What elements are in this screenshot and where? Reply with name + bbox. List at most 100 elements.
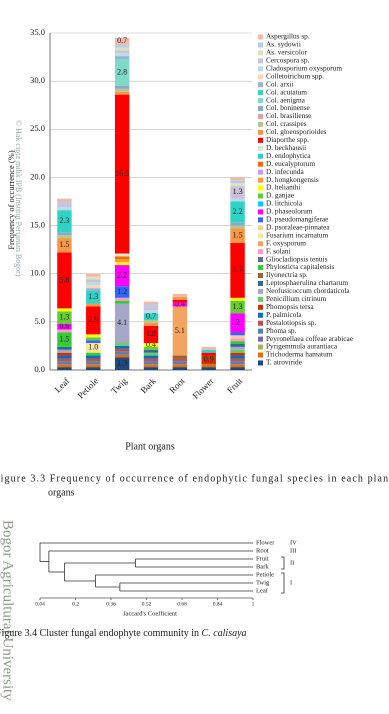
bar-segment: [114, 94, 130, 254]
caption-line: organs: [48, 487, 75, 498]
bar-segment: [86, 355, 101, 359]
legend-swatch: [258, 82, 263, 88]
bar-segment: [143, 322, 159, 326]
legend-swatch: [258, 201, 263, 207]
leaf-label: Leaf: [256, 587, 269, 594]
data-label: 5.7: [233, 265, 243, 274]
x-tick-label: Leaf: [53, 376, 72, 395]
legend-label: D. eucalyptorum: [266, 159, 315, 168]
legend-label: F. solani: [266, 246, 291, 255]
bar-segment: [114, 37, 130, 45]
watermark-university: Bogor Agricultural University: [0, 520, 16, 701]
legend-swatch: [258, 114, 263, 119]
legend-label: Phoma sp.: [266, 326, 297, 335]
bar-segment: [114, 50, 130, 54]
data-label: 1.3: [233, 302, 243, 311]
bar-segment: [57, 349, 72, 353]
bar-segment: [143, 361, 159, 365]
x-tick-label: 0.84: [213, 601, 223, 607]
legend-label: Peyronellaea coffeae arabicae: [266, 334, 353, 343]
legend-label: Penicillium citrinum: [266, 294, 327, 303]
bar-segment: [143, 367, 159, 370]
x-tick-label: 0.04: [35, 601, 45, 607]
legend-label: D. psoraleae-pinnatea: [266, 222, 330, 231]
bar-segment: [57, 346, 72, 350]
bar-segment: [57, 207, 72, 211]
legend-label: Neofusicoccum chordaticola: [266, 286, 350, 295]
bar-segment: [86, 334, 101, 338]
y-tick-label: 20.0: [30, 171, 45, 181]
bar-segment: [57, 308, 72, 312]
bar-segment: [143, 301, 159, 305]
bar-segment: [57, 198, 72, 202]
bar-segment: [114, 265, 130, 287]
bar-segment: [143, 352, 159, 356]
watermark-copyright: © Hak cipta milik IPB (Institut Pertania…: [14, 120, 23, 277]
bar-segment: [114, 91, 130, 95]
leaf-label: Twig: [256, 579, 270, 586]
data-label: 0.7: [117, 36, 127, 45]
bar-segment: [230, 222, 245, 226]
legend-swatch: [258, 360, 263, 366]
bar-segment: [201, 352, 216, 356]
bar-segment: [172, 306, 188, 356]
x-tick-label: 1: [252, 601, 255, 607]
bar-segment: [114, 351, 130, 355]
bar-segment: [172, 367, 188, 370]
bar-segment: [86, 343, 101, 353]
bar-segment: [172, 302, 188, 307]
legend-label: P. palmicola: [266, 310, 302, 319]
legend-label: D. endophytica: [266, 151, 311, 160]
legend-label: Colletotrichum spp.: [266, 71, 324, 80]
leaf-label: Fruit: [256, 555, 269, 562]
legend-swatch: [258, 129, 263, 135]
legend-swatch: [258, 98, 263, 104]
bar-segment: [57, 329, 72, 333]
legend-swatch: [258, 106, 263, 112]
bar-segment: [57, 361, 72, 365]
data-label: 1.8: [146, 329, 156, 338]
bar-segment: [230, 313, 245, 333]
legend-swatch: [258, 280, 263, 286]
bar-segment: [114, 53, 130, 57]
bar-segment: [57, 252, 72, 309]
bar-segment: [143, 313, 159, 320]
bar-segment: [114, 354, 130, 358]
legend-label: F. oxysporum: [266, 238, 306, 247]
bar-segment: [230, 183, 245, 187]
legend-swatch: [258, 241, 263, 247]
data-label: 5.1: [175, 326, 185, 335]
legend-label: Gliocladiopsis tenuis: [266, 254, 328, 263]
bar-segment: [57, 235, 72, 239]
legend-swatch: [258, 209, 263, 215]
legend-label: T. atroviride: [266, 358, 302, 367]
data-label: 1.2: [117, 287, 127, 296]
group-label: III: [290, 547, 297, 554]
bar-segment: [114, 300, 130, 304]
legend-label: D. pseudomangiferae: [266, 215, 328, 224]
legend-swatch: [258, 273, 263, 278]
bar-segment: [143, 349, 159, 353]
bar-segment: [230, 358, 245, 362]
legend-swatch: [258, 121, 263, 127]
data-label: 2.3: [59, 216, 69, 225]
data-label: 0.6: [59, 321, 69, 330]
bar-segment: [172, 358, 188, 362]
y-tick-label: 15.0: [30, 220, 45, 230]
caption-line: Figure 3.3 Frequency of occurrence of en…: [0, 473, 389, 484]
x-tick-label: Root: [167, 375, 187, 395]
legend-label: Diaporthe spp.: [266, 135, 309, 144]
bar-segment: [86, 340, 101, 344]
legend-label: D. hongkongensis: [266, 175, 319, 184]
legend-swatch: [258, 145, 263, 151]
bar-segment: [201, 364, 216, 368]
bar-segment: [230, 198, 245, 202]
legend-swatch: [258, 344, 263, 350]
bar-segment: [143, 304, 159, 308]
bar-segment: [230, 242, 245, 298]
bar-segment: [86, 282, 101, 286]
legend-label: Trichoderma hamatum: [266, 350, 333, 359]
bar-segment: [86, 306, 101, 335]
bar-segment: [172, 364, 188, 368]
